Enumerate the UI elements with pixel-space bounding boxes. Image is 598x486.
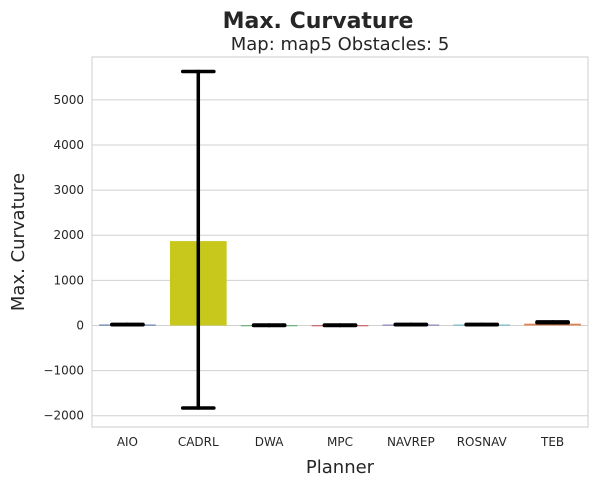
x-tick-label: MPC: [327, 435, 353, 449]
bar: [524, 323, 581, 326]
y-tick-label: −1000: [43, 364, 84, 378]
y-tick-label: −2000: [43, 409, 84, 423]
x-tick-labels: AIO CADRL DWA MPC NAVREP ROSNAV TEB: [117, 435, 564, 449]
error-bars: [110, 69, 570, 410]
x-tick-label: TEB: [540, 435, 564, 449]
x-tick-label: CADRL: [178, 435, 219, 449]
y-axis-label: Max. Curvature: [8, 173, 29, 311]
y-tick-label: 3000: [53, 183, 84, 197]
bars: [99, 241, 581, 327]
chart-subtitle: Map: map5 Obstacles: 5: [231, 34, 450, 55]
plot-frame: [91, 56, 589, 428]
x-tick-label: AIO: [117, 435, 138, 449]
y-tick-label: 0: [76, 318, 84, 332]
y-tick-label: 4000: [53, 138, 84, 152]
chart-title: Max. Curvature: [223, 9, 414, 34]
grid-lines: [92, 99, 588, 417]
x-tick-label: DWA: [255, 435, 284, 449]
x-tick-label: ROSNAV: [457, 435, 508, 449]
y-tick-label: 2000: [53, 228, 84, 242]
y-tick-label: 5000: [53, 93, 84, 107]
y-tick-label: 1000: [53, 273, 84, 287]
x-axis-label: Planner: [306, 457, 375, 478]
x-tick-label: NAVREP: [387, 435, 435, 449]
y-tick-labels: −2000 −1000 0 1000 2000 3000 4000 5000: [43, 93, 84, 423]
